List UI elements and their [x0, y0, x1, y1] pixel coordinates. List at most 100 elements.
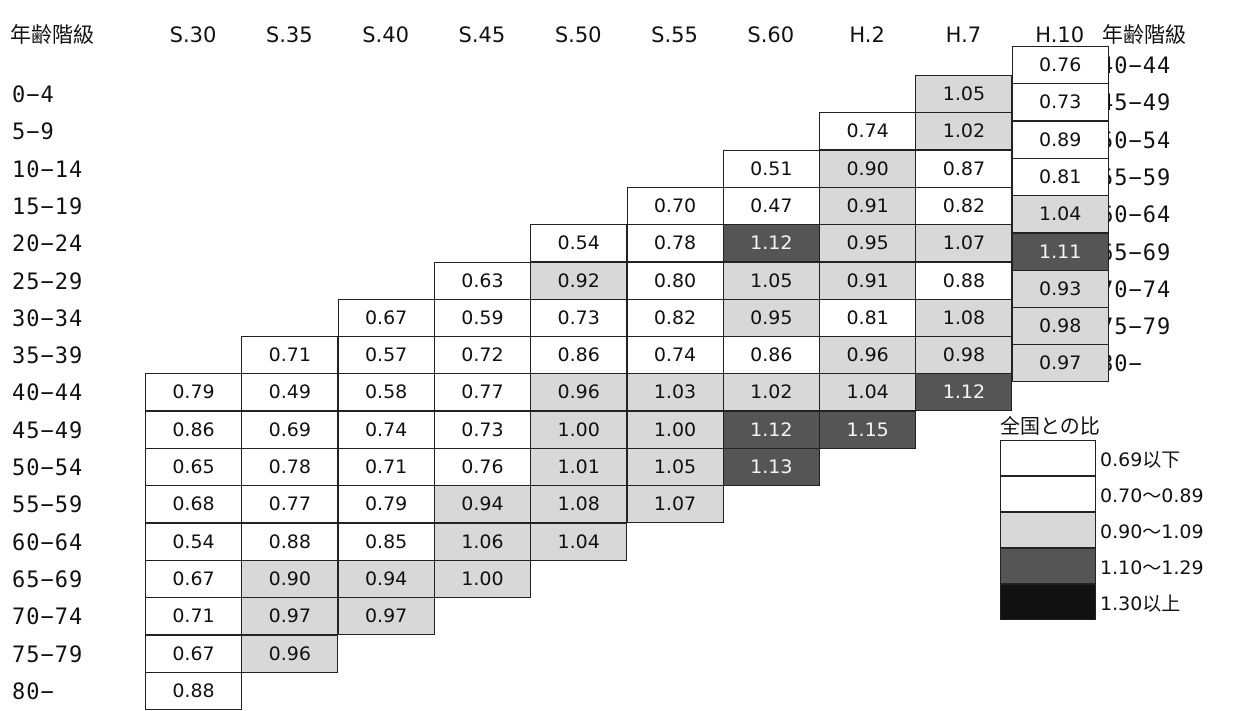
corner-label-left: 年齢階級	[10, 23, 94, 47]
row-label: 0−4	[12, 83, 55, 108]
legend-item: 0.90～1.09	[1000, 512, 1204, 548]
row-label: 5−9	[12, 120, 55, 146]
corner-label-right: 年齢階級	[1102, 23, 1186, 47]
row-label: 45−49	[12, 418, 84, 444]
h10-row-label: 40−44	[1100, 54, 1172, 79]
data-cell: 0.97	[1011, 344, 1109, 383]
legend-swatch	[1000, 440, 1096, 476]
data-cell: 0.77	[241, 485, 339, 524]
h10-row-label: 75−79	[1100, 315, 1172, 341]
data-cell: 1.02	[915, 112, 1013, 151]
data-cell: 1.04	[819, 373, 917, 412]
data-cell: 0.54	[530, 224, 628, 263]
data-cell: 0.67	[337, 298, 435, 337]
data-cell: 0.79	[145, 373, 242, 412]
legend-item: 0.70～0.89	[1000, 476, 1204, 512]
data-cell: 0.95	[819, 224, 917, 263]
legend-label: 0.70～0.89	[1100, 484, 1204, 507]
data-cell: 0.80	[626, 261, 724, 300]
column-header: S.45	[458, 23, 506, 47]
data-cell: 0.94	[433, 485, 531, 524]
data-cell: 1.00	[530, 410, 628, 449]
column-header: S.40	[362, 23, 409, 47]
data-cell: 0.78	[241, 448, 339, 486]
h10-row-label: 55−59	[1100, 165, 1172, 191]
data-cell: 0.71	[337, 448, 435, 486]
data-cell: 0.92	[530, 261, 628, 300]
legend-swatch	[1000, 548, 1096, 584]
data-cell: 0.58	[337, 373, 435, 412]
data-cell: 0.76	[433, 448, 531, 486]
row-label: 25−29	[12, 269, 84, 295]
legend-title: 全国との比	[1000, 414, 1100, 438]
data-cell: 0.98	[915, 336, 1013, 375]
data-cell: 1.12	[722, 410, 820, 449]
data-cell: 0.68	[145, 485, 242, 524]
data-cell: 0.85	[337, 522, 435, 561]
row-label: 70−74	[12, 605, 84, 631]
h10-row-label: 50−54	[1100, 128, 1172, 154]
data-cell: 1.11	[1011, 232, 1109, 271]
data-cell: 1.01	[530, 448, 628, 486]
column-header: H.7	[945, 23, 982, 47]
data-cell: 0.93	[1011, 269, 1109, 308]
data-cell: 0.69	[241, 410, 339, 449]
data-cell: 0.76	[1011, 46, 1109, 84]
data-cell: 1.00	[626, 410, 724, 449]
h10-row-label: 70−74	[1100, 277, 1172, 303]
data-cell: 1.12	[722, 224, 820, 263]
data-cell: 0.86	[722, 336, 820, 375]
data-cell: 1.04	[1011, 195, 1109, 234]
data-cell: 0.97	[241, 597, 339, 636]
column-header: H.2	[849, 23, 885, 47]
data-cell: 0.71	[145, 597, 242, 636]
row-label: 75−79	[12, 642, 84, 668]
legend-label: 0.69以下	[1100, 448, 1181, 471]
data-cell: 0.87	[915, 149, 1013, 188]
row-label: 35−39	[12, 344, 84, 370]
data-cell: 0.63	[433, 261, 531, 300]
data-cell: 0.96	[530, 373, 628, 412]
data-cell: 0.81	[819, 298, 917, 337]
data-cell: 0.88	[915, 261, 1013, 300]
data-cell: 0.88	[241, 522, 339, 561]
data-cell: 0.57	[337, 336, 435, 375]
data-cell: 0.98	[1011, 307, 1109, 346]
data-cell: 0.96	[241, 634, 339, 673]
legend-label: 1.10～1.29	[1100, 556, 1204, 579]
data-cell: 0.82	[626, 298, 724, 337]
data-cell: 1.12	[915, 373, 1013, 412]
row-label: 65−69	[12, 567, 84, 593]
data-cell: 0.70	[626, 186, 724, 225]
data-cell: 0.71	[241, 336, 339, 375]
h10-row-label: 65−69	[1100, 240, 1172, 266]
data-cell: 0.73	[530, 298, 628, 337]
data-cell: 0.47	[722, 186, 820, 225]
data-cell: 0.74	[337, 410, 435, 449]
data-cell: 0.91	[819, 186, 917, 225]
data-cell: 0.86	[530, 336, 628, 375]
row-label: 15−19	[12, 194, 84, 220]
data-cell: 1.05	[722, 261, 820, 300]
legend-item: 1.10～1.29	[1000, 548, 1204, 584]
data-cell: 0.81	[1011, 157, 1109, 196]
row-label: 20−24	[12, 232, 84, 258]
data-cell: 0.67	[145, 559, 242, 598]
legend-item: 1.30以上	[1000, 584, 1180, 620]
data-cell: 1.02	[722, 373, 820, 412]
data-cell: 1.08	[915, 298, 1013, 337]
column-header: S.30	[169, 23, 217, 47]
data-cell: 0.82	[915, 186, 1013, 225]
data-cell: 0.89	[1011, 120, 1109, 159]
data-cell: 0.74	[819, 112, 917, 151]
row-label: 30−34	[12, 306, 84, 332]
data-cell: 0.54	[145, 522, 242, 561]
legend-swatch	[1000, 584, 1096, 620]
data-cell: 1.05	[626, 448, 724, 486]
data-cell: 0.86	[145, 410, 242, 449]
data-cell: 0.94	[337, 559, 435, 598]
data-cell: 0.49	[241, 373, 339, 412]
data-cell: 0.51	[722, 149, 820, 188]
row-label: 80−	[12, 679, 55, 705]
legend-swatch	[1000, 476, 1096, 512]
